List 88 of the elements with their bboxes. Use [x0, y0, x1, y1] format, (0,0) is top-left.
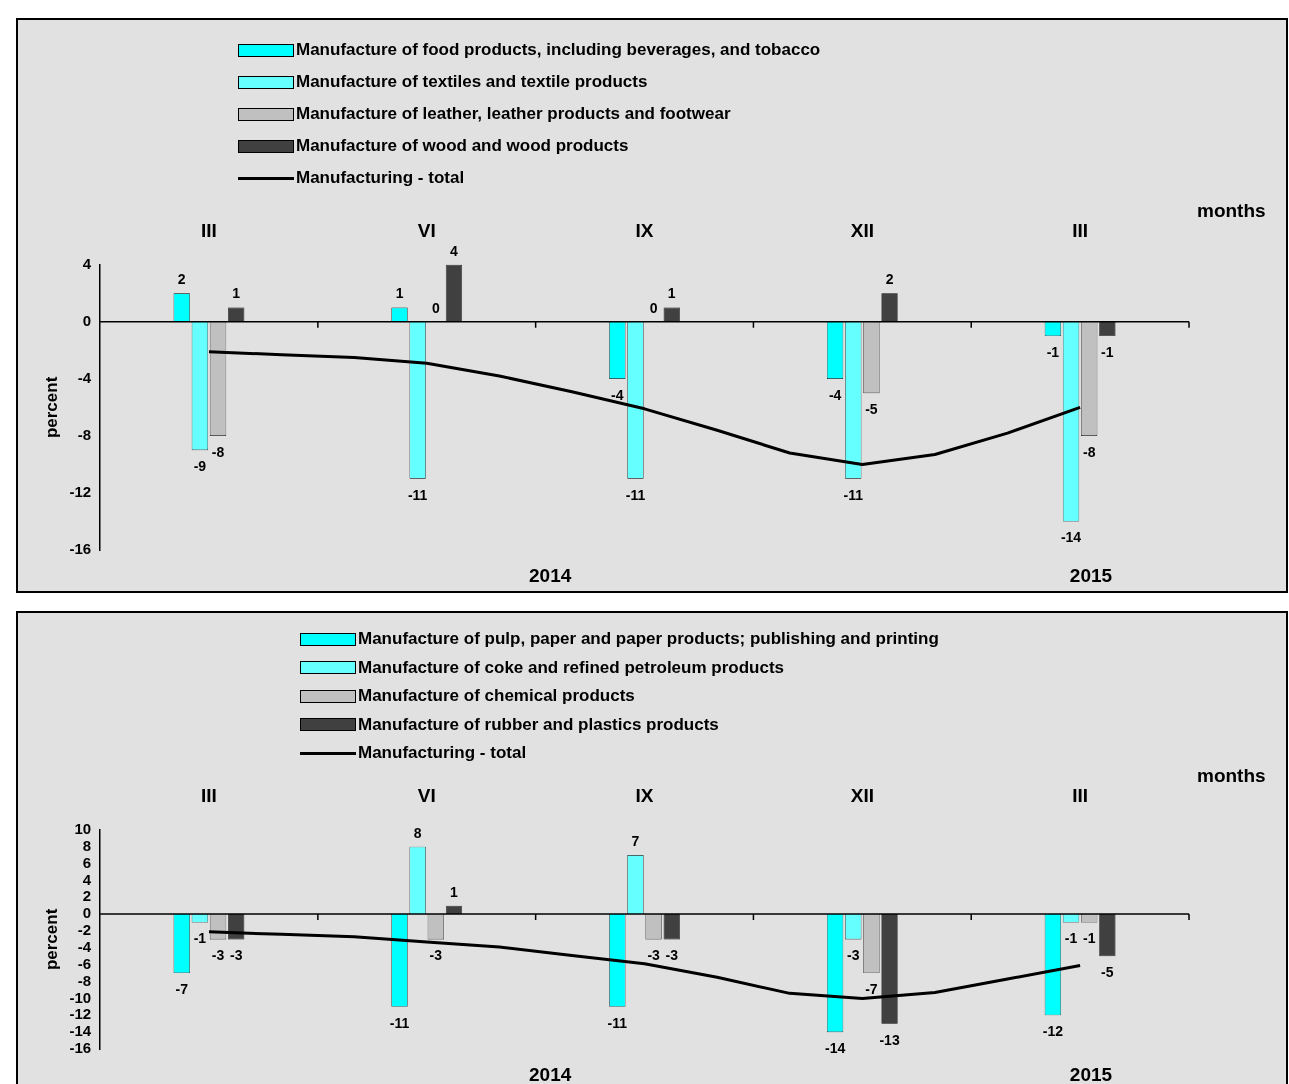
legend-label: Manufacture of leather, leather products and footwear	[296, 104, 731, 124]
x-tick-label: XII	[850, 784, 874, 806]
data-label: -11	[389, 1014, 410, 1031]
data-label: -11	[407, 486, 428, 503]
data-label: 1	[395, 285, 404, 302]
y-tick-label: 4	[82, 254, 92, 272]
y-tick-label: -8	[77, 426, 92, 444]
y-tick-label: -14	[69, 1022, 92, 1040]
text: 2014	[529, 564, 572, 586]
y-tick-label: -10	[69, 988, 92, 1006]
data-label: 2	[177, 271, 186, 288]
legend-label: Manufacture of pulp, paper and paper products; publishing and printing	[358, 629, 939, 650]
text: 2014	[529, 1063, 572, 1084]
legend-label: Manufacture of food products, including beverages, and tobacco	[296, 40, 821, 60]
y-axis-title: percent	[41, 376, 61, 439]
y-tick-label: -16	[69, 1039, 92, 1057]
data-label: -12	[1042, 1023, 1064, 1040]
legend-label: Manufacture of coke and refined petroleum products	[358, 657, 785, 678]
legend-label: Manufacture of rubber and plastics products	[358, 714, 719, 735]
data-label: -8	[1082, 443, 1096, 460]
data-label: -1	[1101, 343, 1114, 360]
data-label: -13	[879, 1031, 900, 1048]
data-label: -1	[193, 930, 207, 947]
y-tick-label: -12	[69, 1005, 92, 1023]
data-label: -14	[1060, 529, 1082, 546]
y-tick-label: 0	[82, 311, 92, 329]
data-label: -9	[193, 458, 207, 475]
legend-label: Manufacture of textiles and textile products	[296, 72, 648, 92]
y-tick-label: -4	[77, 369, 92, 387]
data-label: -1	[1064, 930, 1078, 947]
data-label: -1	[1046, 343, 1060, 360]
data-label: 7	[631, 832, 640, 849]
x-tick-label: IX	[635, 784, 654, 806]
data-label: -11	[625, 486, 646, 503]
data-label: -3	[211, 947, 225, 964]
data-label: 0	[649, 299, 658, 316]
data-label: 1	[450, 883, 459, 900]
data-label: -3	[647, 947, 661, 964]
x-tick-label: III	[201, 784, 217, 806]
legend-label: Manufacture of chemical products	[358, 686, 635, 707]
text: 2015	[1069, 1063, 1113, 1084]
y-tick-label: 8	[82, 836, 92, 854]
y-tick-label: -12	[69, 483, 92, 501]
data-label: -5	[865, 401, 878, 417]
data-label: -7	[175, 980, 189, 997]
y-tick-label: -4	[77, 937, 92, 955]
data-label: -4	[828, 386, 842, 403]
y-tick-label: 4	[82, 870, 92, 888]
y-tick-label: -8	[77, 971, 92, 989]
data-label: -3	[229, 947, 243, 964]
x-axis-title: months	[1197, 200, 1266, 222]
data-label: 2	[885, 271, 894, 288]
data-label: -11	[843, 486, 864, 503]
data-label: -14	[824, 1040, 846, 1056]
data-label: -11	[607, 1014, 628, 1031]
data-label: -4	[611, 386, 624, 403]
x-tick-label: XII	[850, 219, 874, 241]
data-label: 0	[431, 299, 440, 316]
x-tick-label: III	[1072, 784, 1089, 806]
data-label: -3	[847, 947, 860, 964]
y-tick-label: 0	[82, 904, 92, 922]
data-label: 1	[667, 285, 676, 302]
data-label: 8	[413, 824, 422, 841]
data-label: -1	[1082, 930, 1096, 947]
x-tick-label: III	[1072, 219, 1089, 241]
y-tick-label: 6	[82, 853, 92, 871]
legend-label: Manufacturing - total	[358, 743, 527, 764]
y-tick-label: 10	[74, 819, 92, 837]
data-label: 4	[450, 242, 459, 259]
y-axis-title: percent	[41, 908, 61, 971]
data-label: 1	[232, 285, 241, 302]
legend-label: Manufacture of wood and wood products	[296, 136, 629, 156]
x-tick-label: IX	[635, 219, 654, 241]
x-tick-label: III	[201, 219, 217, 241]
x-tick-label: VI	[417, 784, 436, 806]
x-axis-title: months	[1197, 765, 1266, 787]
y-tick-label: -2	[77, 921, 92, 939]
legend-label: Manufacturing - total	[296, 168, 465, 188]
data-label: -5	[1101, 964, 1114, 981]
x-tick-label: VI	[417, 219, 436, 241]
data-label: -7	[865, 980, 878, 997]
data-label: -3	[429, 947, 443, 964]
data-label: -3	[665, 947, 679, 964]
text: 2015	[1069, 564, 1113, 586]
y-tick-label: -16	[69, 540, 92, 558]
y-tick-label: 2	[82, 887, 92, 905]
data-label: -8	[211, 443, 225, 460]
y-tick-label: -6	[77, 954, 92, 972]
